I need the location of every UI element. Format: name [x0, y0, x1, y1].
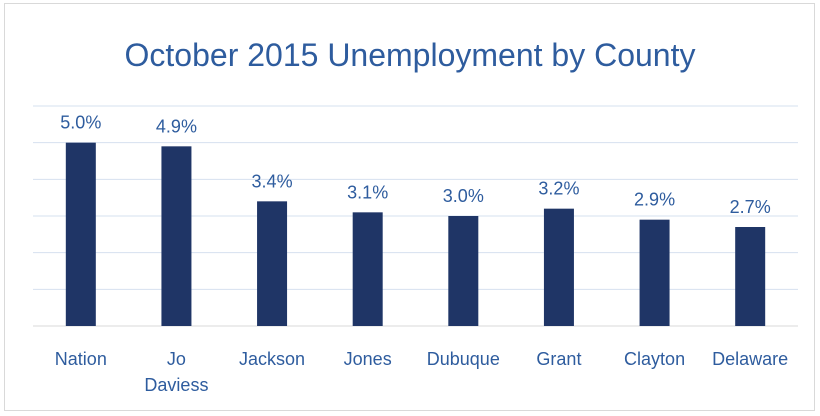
bar [65, 142, 96, 326]
data-labels: 5.0% 4.9% 3.4% 3.1% 3.0% 3.2% 2.9% 2.7% [60, 113, 770, 217]
data-label: 2.7% [730, 197, 771, 217]
chart-title: October 2015 Unemployment by County [125, 37, 696, 73]
bar [735, 227, 766, 326]
bar [352, 212, 383, 326]
bar [448, 216, 479, 326]
category-label: Grant [536, 349, 581, 369]
category-label: Jones [344, 349, 392, 369]
category-label: Dubuque [427, 349, 500, 369]
bar [543, 208, 574, 326]
bars [65, 142, 766, 326]
data-label: 3.2% [538, 179, 579, 199]
bar [161, 146, 192, 326]
category-label: Daviess [144, 375, 208, 395]
chart-frame [4, 3, 815, 411]
gridlines [33, 105, 798, 290]
bar [257, 201, 288, 326]
data-label: 3.4% [252, 171, 293, 191]
data-label: 2.9% [634, 190, 675, 210]
data-label: 3.1% [347, 182, 388, 202]
bar [639, 219, 670, 326]
category-label: Nation [55, 349, 107, 369]
category-labels: Nation Jo Daviess Jackson Jones Dubuque Grant C… [55, 349, 788, 395]
category-label: Delaware [712, 349, 788, 369]
data-label: 3.0% [443, 186, 484, 206]
data-label: 5.0% [60, 113, 101, 133]
category-label: Jackson [239, 349, 305, 369]
data-label: 4.9% [156, 116, 197, 136]
category-label: Jo [167, 349, 186, 369]
category-label: Clayton [624, 349, 685, 369]
